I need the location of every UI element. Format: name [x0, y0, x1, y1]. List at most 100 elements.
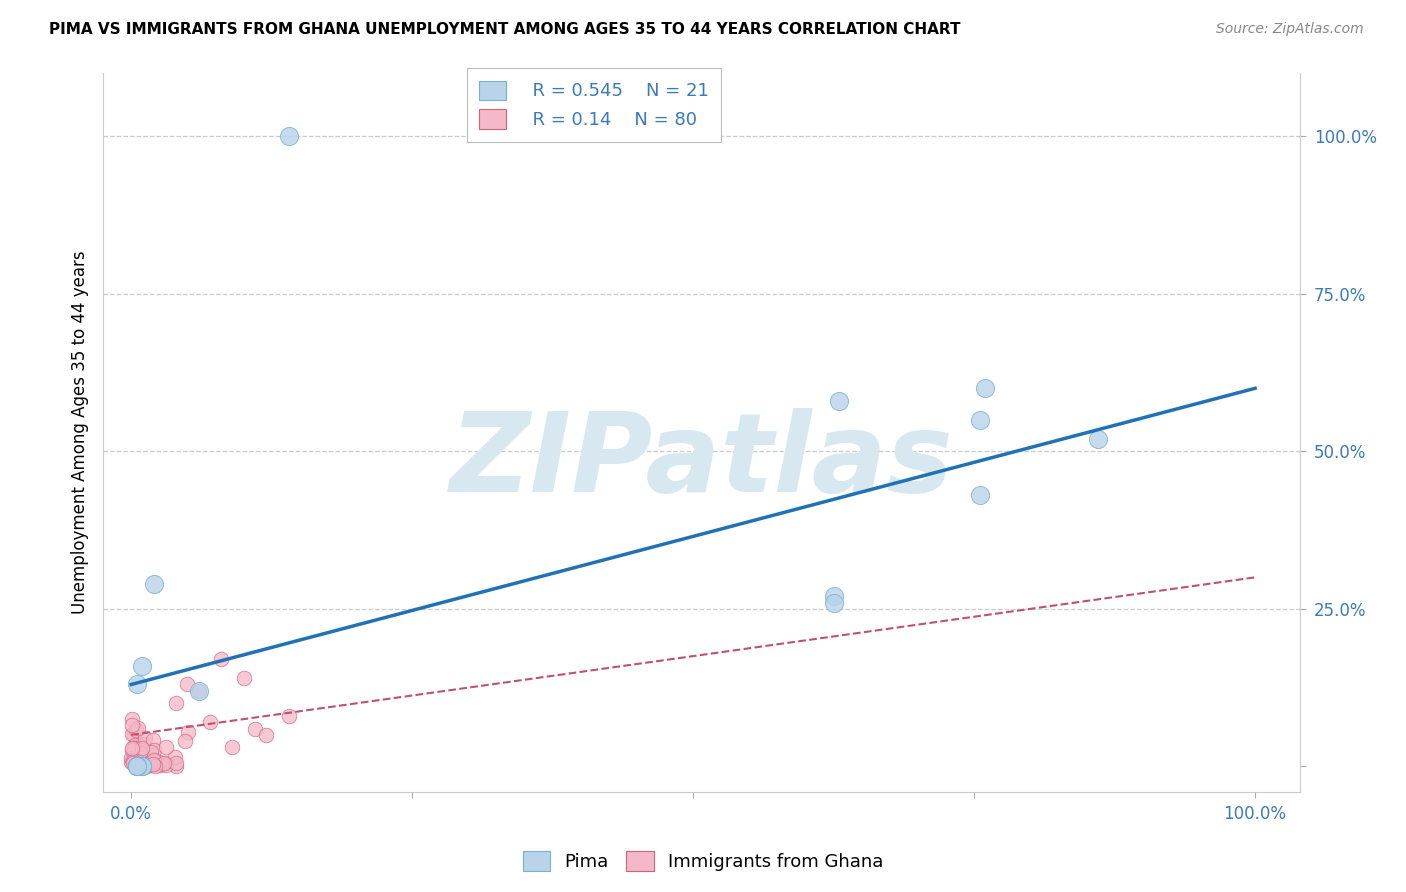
Point — [142, 742, 165, 756]
Point — [187, 683, 209, 698]
Point — [125, 759, 148, 773]
Point — [277, 709, 299, 723]
Text: PIMA VS IMMIGRANTS FROM GHANA UNEMPLOYMENT AMONG AGES 35 TO 44 YEARS CORRELATION: PIMA VS IMMIGRANTS FROM GHANA UNEMPLOYME… — [49, 22, 960, 37]
Point — [125, 751, 148, 765]
Point — [142, 753, 165, 767]
Point — [124, 754, 146, 768]
Point — [125, 723, 148, 737]
Legend: Pima, Immigrants from Ghana: Pima, Immigrants from Ghana — [516, 844, 890, 879]
Point — [221, 740, 243, 755]
Point — [128, 739, 150, 753]
Point — [974, 381, 997, 395]
Point — [153, 756, 176, 771]
Point — [243, 722, 266, 736]
Point — [143, 754, 166, 768]
Point — [131, 759, 153, 773]
Point — [277, 129, 299, 144]
Point — [176, 677, 198, 691]
Point — [121, 754, 143, 768]
Point — [132, 737, 155, 751]
Point — [121, 727, 143, 741]
Point — [254, 728, 277, 742]
Point — [142, 733, 165, 747]
Point — [129, 752, 152, 766]
Point — [124, 754, 146, 768]
Point — [155, 740, 177, 755]
Point — [131, 757, 153, 772]
Y-axis label: Unemployment Among Ages 35 to 44 years: Unemployment Among Ages 35 to 44 years — [72, 251, 89, 615]
Point — [134, 756, 156, 771]
Point — [163, 749, 186, 764]
Point — [122, 755, 145, 769]
Point — [122, 728, 145, 742]
Point — [121, 756, 143, 771]
Point — [132, 746, 155, 760]
Point — [177, 724, 200, 739]
Point — [828, 393, 851, 408]
Point — [127, 758, 149, 772]
Point — [124, 741, 146, 756]
Point — [136, 758, 159, 772]
Point — [121, 743, 143, 757]
Point — [969, 413, 991, 427]
Point — [120, 751, 142, 765]
Point — [128, 747, 150, 761]
Point — [142, 576, 165, 591]
Point — [131, 658, 153, 673]
Point — [122, 741, 145, 756]
Point — [134, 758, 156, 772]
Point — [124, 754, 146, 768]
Point — [143, 758, 166, 772]
Text: Source: ZipAtlas.com: Source: ZipAtlas.com — [1216, 22, 1364, 37]
Point — [124, 758, 146, 772]
Point — [127, 721, 149, 735]
Point — [138, 758, 160, 772]
Point — [121, 753, 143, 767]
Point — [198, 715, 221, 730]
Point — [134, 754, 156, 768]
Point — [121, 712, 143, 726]
Point — [121, 718, 143, 732]
Point — [125, 759, 148, 773]
Point — [823, 596, 845, 610]
Point — [232, 671, 254, 685]
Point — [132, 759, 155, 773]
Point — [139, 745, 162, 759]
Point — [165, 756, 187, 771]
Point — [131, 743, 153, 757]
Point — [129, 741, 152, 756]
Point — [148, 755, 170, 769]
Point — [121, 740, 143, 755]
Point — [127, 751, 149, 765]
Point — [124, 758, 146, 772]
Point — [125, 759, 148, 773]
Point — [125, 677, 148, 691]
Point — [155, 758, 177, 772]
Point — [209, 652, 232, 666]
Text: ZIPatlas: ZIPatlas — [450, 408, 953, 515]
Point — [129, 755, 152, 769]
Point — [1087, 432, 1109, 446]
Point — [165, 697, 187, 711]
Point — [132, 755, 155, 769]
Point — [823, 589, 845, 603]
Point — [125, 759, 148, 773]
Point — [125, 759, 148, 773]
Point — [174, 734, 197, 748]
Point — [122, 753, 145, 767]
Point — [122, 753, 145, 767]
Point — [139, 747, 162, 762]
Point — [125, 759, 148, 773]
Point — [149, 758, 172, 772]
Point — [131, 759, 153, 773]
Point — [141, 756, 163, 771]
Point — [120, 755, 142, 769]
Point — [131, 759, 153, 773]
Point — [165, 759, 187, 773]
Point — [187, 683, 209, 698]
Point — [124, 759, 146, 773]
Legend:   R = 0.545    N = 21,   R = 0.14    N = 80: R = 0.545 N = 21, R = 0.14 N = 80 — [467, 68, 721, 142]
Point — [148, 757, 170, 772]
Point — [125, 752, 148, 766]
Point — [125, 749, 148, 764]
